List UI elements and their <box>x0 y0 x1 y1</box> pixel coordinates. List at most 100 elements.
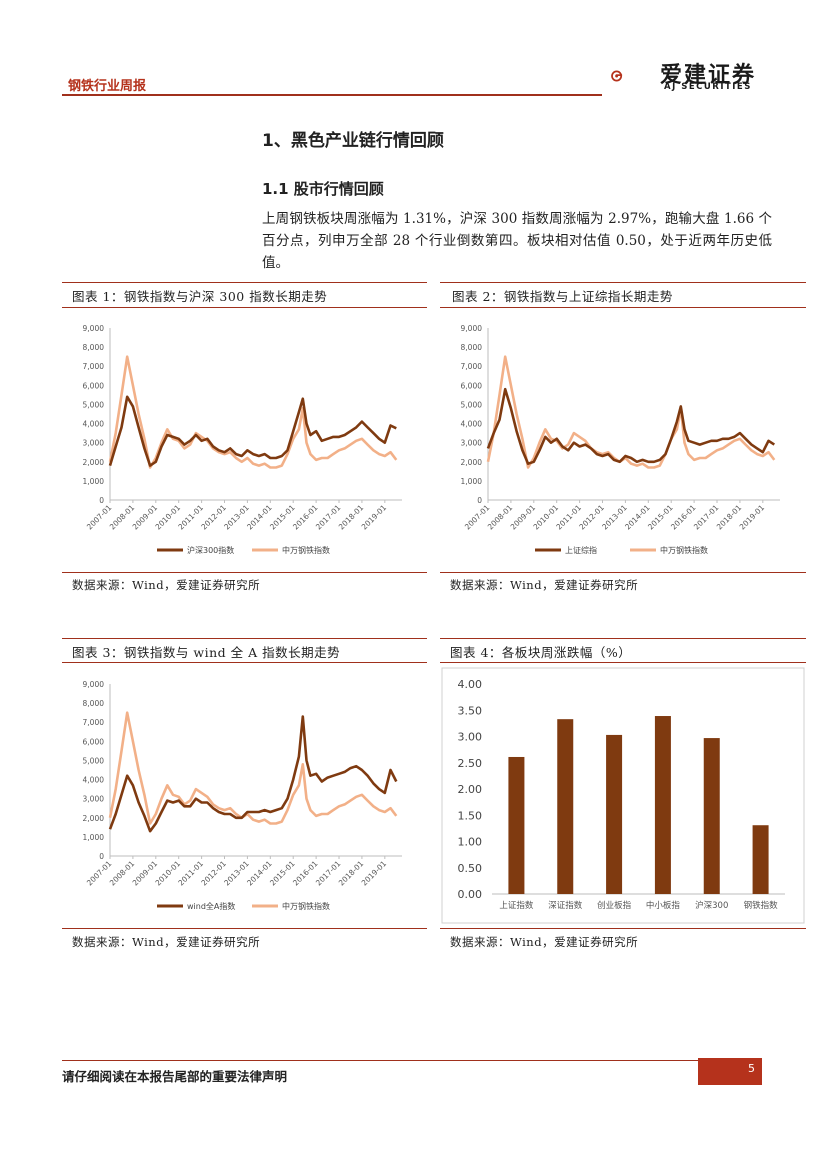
chart-steel-vs-wind-a: 0 1,000 2,000 3,000 4,000 5,000 6,000 7,000 8,00… <box>83 680 402 911</box>
chart3-y-tick-label: 9,000 <box>83 680 105 689</box>
figure-2-title-rule <box>440 307 806 308</box>
chart3-y-tick-label: 5,000 <box>83 756 105 765</box>
chart3-series-line-2 <box>108 711 398 825</box>
figure-3-title: 图表 3：钢铁指数与 wind 全 A 指数长期走势 <box>72 645 341 660</box>
chart2-y-tick-label: 5,000 <box>461 400 483 409</box>
chart4-category-label: 深证指数 <box>548 900 583 911</box>
chart3-y-tick-label: 0 <box>99 852 104 861</box>
logo-mark-icon <box>611 70 623 82</box>
chart3-y-tick-label: 8,000 <box>83 699 105 708</box>
chart2-legend-label-2: 中万钢铁指数 <box>660 545 708 555</box>
chart3-legend-label-2: 中万钢铁指数 <box>282 901 330 911</box>
chart3-legend-label-1: wind全A指数 <box>187 901 235 911</box>
chart4-y-tick-label: 3.50 <box>458 704 483 717</box>
chart4-category-label: 钢铁指数 <box>744 900 779 911</box>
page-number-box <box>698 1058 762 1085</box>
page-number: 5 <box>748 1062 755 1075</box>
chart4-y-tick-label: 0.50 <box>458 862 483 875</box>
chart1-x-tick-label: 2019-01 <box>360 503 389 532</box>
chart2-y-tick-label: 2,000 <box>461 458 483 467</box>
chart2-y-tick-label: 0 <box>477 496 482 505</box>
logo-text-cn: 爱建证券 <box>660 63 757 88</box>
figure-3-top-rule <box>62 638 427 639</box>
chart4-category-label: 上证指数 <box>499 900 534 911</box>
chart2-series-line-2 <box>486 355 776 469</box>
footer-disclaimer: 请仔细阅读在本报告尾部的重要法律声明 <box>62 1069 288 1084</box>
chart-steel-vs-csi300: 0 1,000 2,000 3,000 4,000 5,000 6,000 7,000 8,00… <box>83 324 402 555</box>
chart1-y-tick-label: 9,000 <box>83 324 105 333</box>
chart2-y-tick-label: 8,000 <box>461 343 483 352</box>
chart4-bar <box>508 756 525 894</box>
chart-sector-weekly-change: 0.00 0.50 1.00 1.50 2.00 2.50 3.00 3.50 4.00 上证指数… <box>441 667 805 924</box>
figure-1-title: 图表 1：钢铁指数与沪深 300 指数长期走势 <box>72 289 328 304</box>
chart3-y-tick-label: 2,000 <box>83 814 105 823</box>
chart4-y-tick-label: 4.00 <box>458 678 483 691</box>
figure-3-bottom-rule <box>62 928 427 929</box>
figure-2-top-rule <box>440 282 806 283</box>
chart1-legend-label-1: 沪深300指数 <box>187 545 234 555</box>
chart4-y-tick-label: 2.00 <box>458 783 483 796</box>
chart4-y-tick-label: 2.50 <box>458 757 483 770</box>
header-title: 钢铁行业周报 <box>68 79 147 94</box>
chart4-category-label: 中小板指 <box>646 900 681 911</box>
chart1-y-tick-label: 0 <box>99 496 104 505</box>
chart1-series-line-2 <box>108 355 398 469</box>
chart2-y-tick-label: 9,000 <box>461 324 483 333</box>
figure-1-bottom-rule <box>62 572 427 573</box>
chart1-series-line-1 <box>108 395 397 467</box>
company-logo <box>611 70 623 82</box>
chart1-y-tick-label: 4,000 <box>83 420 105 429</box>
figure-1-title-rule <box>62 307 427 308</box>
chart4-y-tick-label: 0.00 <box>458 888 483 901</box>
figure-4-bottom-rule <box>440 928 806 929</box>
chart2-y-tick-label: 1,000 <box>461 477 483 486</box>
chart2-y-tick-label: 6,000 <box>461 381 483 390</box>
chart4-y-tick-label: 1.00 <box>458 836 483 849</box>
chart3-x-tick-label: 2019-01 <box>360 859 389 888</box>
chart2-y-tick-label: 7,000 <box>461 362 483 371</box>
chart1-y-tick-label: 3,000 <box>83 439 105 448</box>
chart2-x-tick-label: 2019-01 <box>738 503 767 532</box>
figure-2-title: 图表 2：钢铁指数与上证综指长期走势 <box>452 289 673 304</box>
chart4-bar <box>752 825 769 894</box>
chart1-y-tick-label: 7,000 <box>83 362 105 371</box>
chart2-y-tick-label: 3,000 <box>461 439 483 448</box>
figure-4-source: 数据来源：Wind，爱建证券研究所 <box>450 935 639 949</box>
figure-1-top-rule <box>62 282 427 283</box>
chart4-bar <box>606 734 623 894</box>
figure-3-source: 数据来源：Wind，爱建证券研究所 <box>72 935 261 949</box>
chart1-y-tick-label: 1,000 <box>83 477 105 486</box>
figure-1-source: 数据来源：Wind，爱建证券研究所 <box>72 578 261 592</box>
chart2-y-tick-label: 4,000 <box>461 420 483 429</box>
chart3-y-tick-label: 3,000 <box>83 795 105 804</box>
chart4-bar <box>703 738 720 894</box>
section-heading: 1、黑色产业链行情回顾 <box>262 131 444 151</box>
figure-4-title: 图表 4：各板块周涨跌幅（%） <box>450 645 632 660</box>
chart3-y-tick-label: 7,000 <box>83 718 105 727</box>
figure-3-title-rule <box>62 662 427 663</box>
header-divider <box>62 94 602 96</box>
chart-steel-vs-sse: 0 1,000 2,000 3,000 4,000 5,000 6,000 7,000 8,00… <box>461 324 780 555</box>
chart4-category-label: 创业板指 <box>597 900 632 911</box>
chart1-y-tick-label: 5,000 <box>83 400 105 409</box>
chart4-plot-frame <box>441 667 805 924</box>
chart3-y-tick-label: 4,000 <box>83 776 105 785</box>
chart3-y-tick-label: 6,000 <box>83 737 105 746</box>
chart3-series-line-1 <box>108 715 398 833</box>
chart4-y-tick-label: 1.50 <box>458 809 483 822</box>
footer-divider <box>62 1060 762 1061</box>
subsection-heading: 1.1 股市行情回顾 <box>262 180 384 198</box>
figure-2-source: 数据来源：Wind，爱建证券研究所 <box>450 578 639 592</box>
chart4-category-label: 沪深300 <box>695 900 728 911</box>
summary-paragraph: 上周钢铁板块周涨幅为 1.31%，沪深 300 指数周涨幅为 2.97%，跑输大… <box>262 211 772 271</box>
figure-2-bottom-rule <box>440 572 806 573</box>
chart1-y-tick-label: 6,000 <box>83 381 105 390</box>
chart1-y-tick-label: 8,000 <box>83 343 105 352</box>
figure-4-title-rule <box>440 662 806 663</box>
chart4-y-tick-label: 3.00 <box>458 731 483 744</box>
chart1-legend-label-2: 中万钢铁指数 <box>282 545 330 555</box>
chart4-bar <box>654 716 671 894</box>
logo-text-en: AJ SECURITIES <box>664 82 752 92</box>
chart1-y-tick-label: 2,000 <box>83 458 105 467</box>
chart2-series-line-1 <box>486 387 776 465</box>
